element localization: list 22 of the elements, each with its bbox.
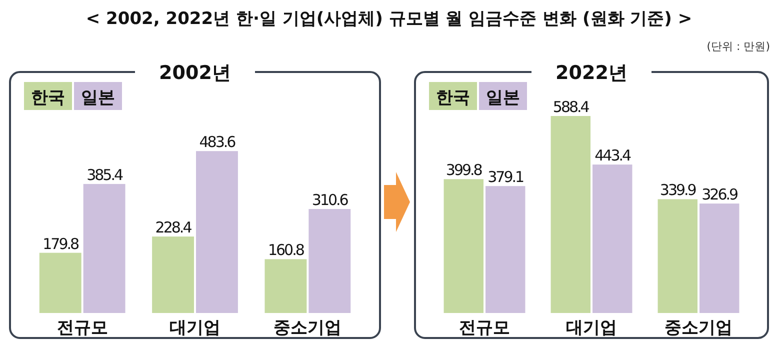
- x-tick-label: 전규모: [56, 318, 108, 338]
- data-label: 339.9: [660, 181, 696, 200]
- x-tick-label: 중소기업: [664, 318, 732, 338]
- data-label: 385.4: [86, 166, 123, 184]
- chart-title: 2022년: [556, 62, 628, 84]
- text: < 2002, 2022년 한·일 기업(사업체) 규모별 월 임금수준 변화 (원화 기준) >: [86, 9, 692, 29]
- data-label: 179.8: [42, 234, 80, 253]
- data-label: 379.1: [488, 168, 524, 186]
- text: (단위 : 만원): [706, 40, 770, 53]
- x-tick-label: 중소기업: [274, 318, 342, 338]
- data-label: 443.4: [594, 146, 632, 165]
- data-label: 588.4: [552, 98, 590, 116]
- data-label: 483.6: [199, 133, 236, 152]
- data-label: 310.6: [312, 191, 348, 210]
- data-label: 228.4: [155, 218, 192, 237]
- x-tick-label: 대기업: [566, 318, 617, 338]
- data-label: 160.8: [268, 241, 304, 260]
- data-label: 399.8: [446, 161, 482, 180]
- data-label: 326.9: [702, 186, 738, 204]
- x-tick-label: 대기업: [170, 318, 220, 338]
- chart-title: 2002년: [159, 62, 231, 84]
- x-tick-label: 전규모: [459, 318, 510, 338]
